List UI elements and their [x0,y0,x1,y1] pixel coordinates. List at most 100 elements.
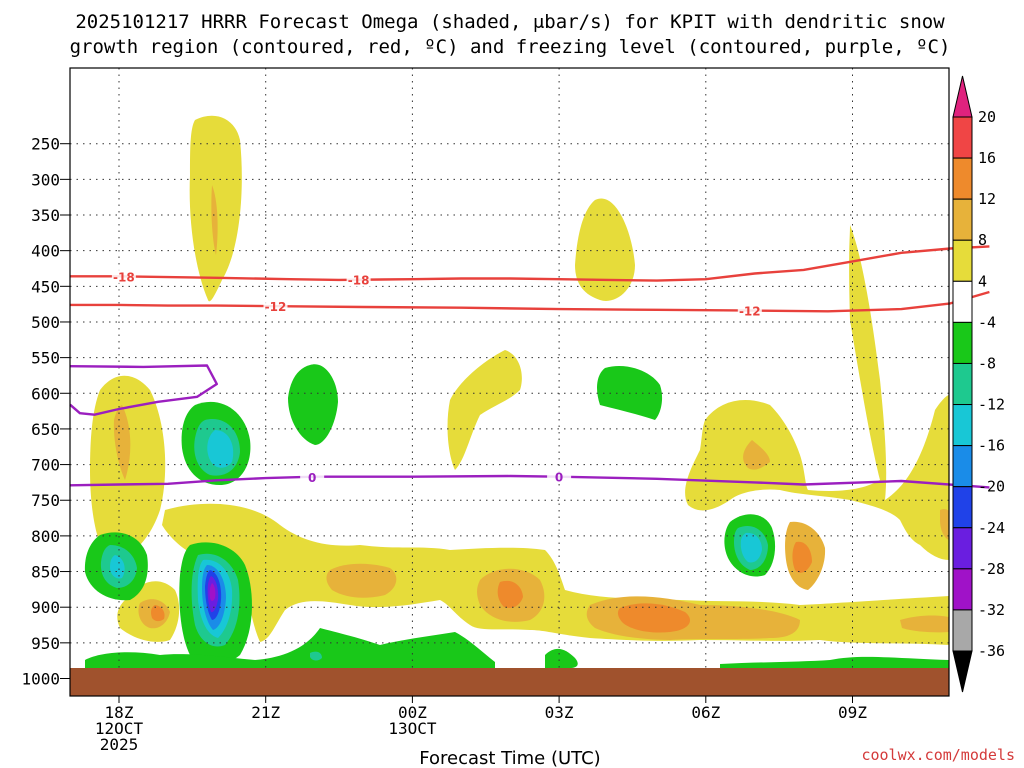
y-tick-label-300: 300 [31,170,60,189]
colorbar-bin-bottom-arrow [952,650,973,693]
colorbar-bin [952,609,973,652]
colorbar-tick-label--20: -20 [978,478,1005,496]
omega-region-surface-descent-band [85,628,495,668]
contour-lines: -18 -18 -12 -12 0 0 [69,245,990,489]
colorbar-bin-top-arrow [952,75,973,118]
omega-region-descent-18z-low-3 [110,555,125,579]
y-axis: 250 300 350 400 450 500 550 600 650 700 750 800 850 9… [21,135,70,689]
omega-region-ascent-23z [326,563,397,598]
contour-label-bg [111,268,136,284]
colorbar-tick-label--8: -8 [978,354,996,372]
x-tick-label-00Z: 00Z [398,703,427,722]
colorbar-tick-label-4: 4 [978,272,987,290]
y-tick-label-800: 800 [31,527,60,546]
colorbar-tick-label--36: -36 [978,642,1005,660]
y-tick-label-550: 550 [31,349,60,368]
y-tick-label-500: 500 [31,313,60,332]
omega-region-ascent-08z-core [792,541,812,573]
omega-region-ascent-upper-20z-core [211,185,218,255]
x-tick-label-21Z: 21Z [251,703,280,722]
y-tick-label-350: 350 [31,206,60,225]
omega-region-ascent-05z-low-core [617,603,690,633]
y-tick-label-950: 950 [31,634,60,653]
chart-title-line-1: 2025101217 HRRR Forecast Omega (shaded, … [75,11,945,33]
omega-region-ascent-06z-09z-core [743,440,770,470]
contour-label-dgz-minus-18: -18 [113,270,135,284]
omega-region-surface-descent-22z-core [310,651,322,661]
omega-region-ascent-01z [447,350,522,470]
colorbar-bin [952,280,973,323]
colorbar-tick-label--16: -16 [978,437,1005,455]
y-tick-label-650: 650 [31,420,60,439]
colorbar-bin [952,239,973,282]
colorbar-tick-label--32: -32 [978,601,1005,619]
colorbar-bin [952,116,973,159]
x-tick-label-03Z: 03Z [545,703,574,722]
omega-region-ascent-upper-03z [575,198,635,301]
y-tick-label-1000: 1000 [21,670,60,689]
omega-region-ascent-02z-low-core [497,580,523,608]
y-tick-label-600: 600 [31,384,60,403]
contour-dgz-minus-18 [70,245,990,282]
omega-region-ascent-19z-low-peak [151,605,165,622]
colorbar-bin [952,486,973,529]
colorbar-tick-label--28: -28 [978,560,1005,578]
colorbar-bin [952,445,973,488]
x-tick-label-2025: 2025 [100,735,139,754]
x-tick-label-06Z: 06Z [691,703,720,722]
contour-dgz-minus-12 [70,290,990,313]
credit-text[interactable]: coolwx.com/models [861,746,1015,764]
contour-label-bg [346,271,371,287]
colorbar-tick-label-20: 20 [978,108,996,126]
contour-freezing-level [70,474,990,489]
contour-label-bg [737,302,762,318]
y-tick-label-850: 850 [31,563,60,582]
omega-region-descent-20z-midlevel-3 [207,430,234,468]
omega-region-ascent-06z-09z [685,225,949,560]
omega-region-descent-07z-3 [740,532,762,563]
y-tick-label-900: 900 [31,598,60,617]
omega-region-ascent-18z-core [113,405,131,480]
colorbar-tick-label-12: 12 [978,190,996,208]
colorbar-bin [952,568,973,611]
omega-shading [84,115,949,668]
x-tick-label-18Z: 18Z [105,703,134,722]
x-tick-label-13OCT: 13OCT [388,719,437,738]
y-tick-label-250: 250 [31,135,60,154]
x-tick-label-09Z: 09Z [838,703,867,722]
omega-region-ascent-10z-edge [940,509,949,540]
contour-label-bg [300,468,325,484]
y-tick-label-700: 700 [31,456,60,475]
colorbar-bin [952,321,973,364]
colorbar: 20 16 12 8 4 -4 -8 -12 -16 -20 -24 -28 -32 -36 [952,75,1005,693]
y-tick-label-450: 450 [31,277,60,296]
colorbar-bin [952,198,973,241]
colorbar-tick-label-8: 8 [978,231,987,249]
contour-label-dgz-minus-18: -18 [348,274,370,288]
colorbar-tick-label-16: 16 [978,149,996,167]
y-tick-label-400: 400 [31,242,60,261]
omega-region-surface-descent-07z-10z [720,656,949,668]
omega-region-descent-22z [288,364,338,445]
colorbar-bin [952,362,973,406]
colorbar-bin [952,404,973,447]
plot-frame [69,67,950,697]
contour-label-bg [263,298,288,314]
y-tick-label-750: 750 [31,491,60,510]
contour-label-freezing-level: 0 [555,471,563,485]
ground-fill [70,668,949,696]
colorbar-bin [952,527,973,570]
colorbar-bin [952,157,973,200]
colorbar-tick-label--24: -24 [978,519,1005,537]
gridlines [70,68,949,668]
omega-region-ascent-10z-low [900,615,949,633]
contour-label-freezing-level: 0 [308,471,316,485]
contour-label-dgz-minus-12: -12 [739,305,761,319]
colorbar-tick-label--12: -12 [978,396,1005,414]
contour-label-bg [547,468,572,484]
contour-freezing-level-upper [69,364,218,416]
colorbar-tick-label--4: -4 [978,313,996,331]
omega-region-descent-20z-low-7 [209,583,216,601]
